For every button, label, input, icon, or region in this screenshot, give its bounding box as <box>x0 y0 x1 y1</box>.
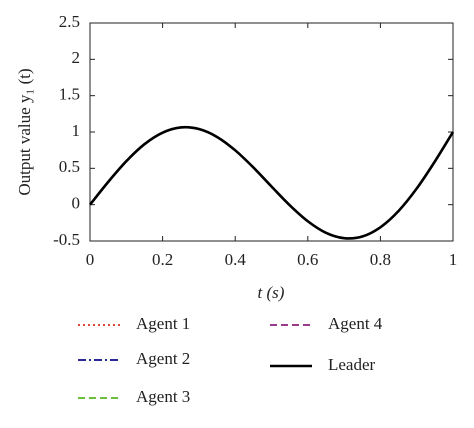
y-tick-label: 1.5 <box>59 85 80 104</box>
legend-label: Agent 3 <box>136 387 190 406</box>
x-tick-label: 0 <box>86 250 95 269</box>
y-tick-label: 1 <box>72 121 81 140</box>
x-tick-label: 0.4 <box>225 250 247 269</box>
legend-label: Agent 2 <box>136 349 190 368</box>
plot-frame <box>89 22 454 242</box>
legend-label: Agent 4 <box>328 314 383 333</box>
x-tick-label: 0.8 <box>370 250 391 269</box>
legend-label: Agent 1 <box>136 314 190 333</box>
x-tick-label: 0.6 <box>297 250 318 269</box>
x-tick-label: 0.2 <box>152 250 173 269</box>
y-tick-label: -0.5 <box>53 230 80 249</box>
series-line <box>88 125 455 240</box>
y-tick-label: 0 <box>72 194 81 213</box>
y-axis-label: Output value y₁ (t) <box>15 68 34 195</box>
y-tick-label: 2.5 <box>59 12 80 31</box>
x-axis-label: t (s) <box>258 283 285 302</box>
y-tick-label: 0.5 <box>59 157 80 176</box>
x-tick-label: 1 <box>449 250 458 269</box>
y-tick-label: 2 <box>72 48 81 67</box>
legend-label: Leader <box>328 355 376 374</box>
